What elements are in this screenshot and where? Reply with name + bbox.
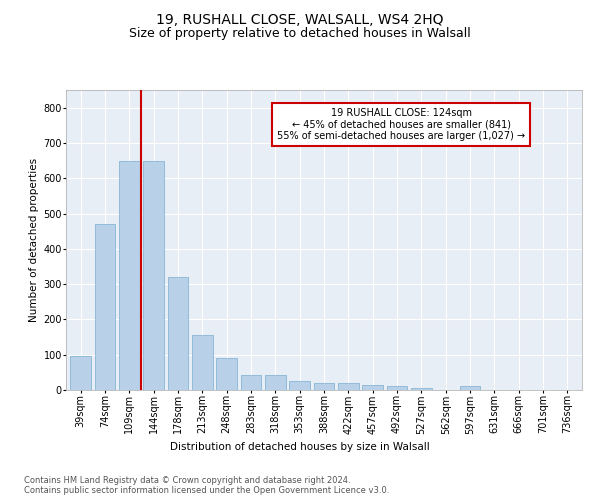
Text: Contains HM Land Registry data © Crown copyright and database right 2024.
Contai: Contains HM Land Registry data © Crown c… (24, 476, 389, 495)
Text: 19 RUSHALL CLOSE: 124sqm
← 45% of detached houses are smaller (841)
55% of semi-: 19 RUSHALL CLOSE: 124sqm ← 45% of detach… (277, 108, 526, 141)
Bar (95, 224, 115, 390)
Bar (460, 386, 481, 390)
Bar (265, 375, 286, 390)
Text: 19, RUSHALL CLOSE, WALSALL, WS4 2HQ: 19, RUSHALL CLOSE, WALSALL, WS4 2HQ (156, 12, 444, 26)
Bar (192, 336, 212, 390)
Text: Size of property relative to detached houses in Walsall: Size of property relative to detached ho… (129, 28, 471, 40)
Text: Distribution of detached houses by size in Walsall: Distribution of detached houses by size … (170, 442, 430, 452)
Bar (362, 384, 383, 390)
Bar (241, 375, 262, 390)
Bar (411, 388, 432, 390)
Bar (386, 386, 407, 390)
Bar (119, 162, 140, 390)
Bar (289, 381, 310, 390)
Bar (216, 358, 237, 390)
Bar (338, 383, 359, 390)
Bar (143, 162, 164, 390)
Y-axis label: Number of detached properties: Number of detached properties (29, 158, 39, 322)
Bar (314, 383, 334, 390)
Bar (70, 356, 91, 390)
Bar (167, 277, 188, 390)
